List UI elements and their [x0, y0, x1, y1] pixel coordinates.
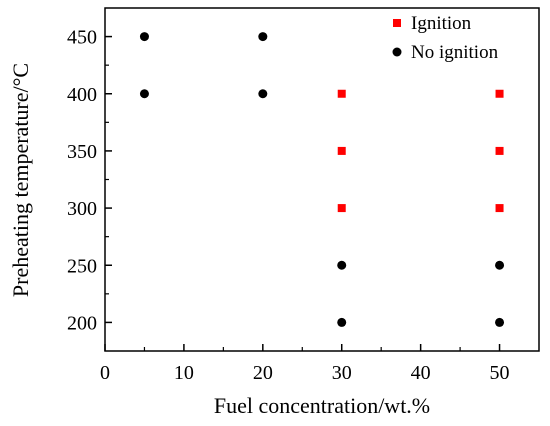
y-tick-label: 450 — [67, 27, 97, 49]
x-axis-ticks: 0 10 20 30 40 50 — [100, 344, 510, 384]
legend-label: Ignition — [411, 13, 472, 34]
no-ignition-point — [258, 89, 268, 99]
legend-ignition-marker — [393, 19, 401, 27]
y-axis-label: Preheating temperature/°C — [8, 63, 33, 297]
ignition-point — [337, 146, 346, 155]
x-tick-label: 0 — [100, 362, 110, 384]
ignition-point — [495, 204, 504, 213]
no-ignition-point — [337, 260, 347, 270]
no-ignition-point — [337, 317, 347, 327]
x-tick-label: 30 — [332, 362, 352, 384]
no-ignition-point — [258, 32, 268, 42]
no-ignition-point — [139, 89, 149, 99]
legend: Ignition No ignition — [392, 13, 499, 63]
no-ignition-point — [139, 32, 149, 42]
y-tick-label: 200 — [67, 312, 97, 334]
ignition-point — [337, 204, 346, 213]
y-tick-label: 350 — [67, 141, 97, 163]
data-points — [139, 32, 505, 327]
x-tick-label: 10 — [174, 362, 194, 384]
no-ignition-point — [495, 317, 505, 327]
legend-no-ignition-marker — [392, 47, 402, 57]
y-tick-label: 300 — [67, 198, 97, 220]
ignition-point — [495, 146, 504, 155]
legend-label: No ignition — [411, 42, 499, 63]
ignition-point — [495, 89, 504, 98]
y-tick-label: 400 — [67, 84, 97, 106]
x-tick-label: 50 — [490, 362, 510, 384]
ignition-point — [337, 89, 346, 98]
y-axis-ticks: 200 250 300 350 400 450 — [67, 27, 112, 334]
x-tick-label: 40 — [411, 362, 431, 384]
y-tick-label: 250 — [67, 255, 97, 277]
no-ignition-point — [495, 260, 505, 270]
x-tick-label: 20 — [253, 362, 273, 384]
x-axis-label: Fuel concentration/wt.% — [214, 393, 430, 418]
